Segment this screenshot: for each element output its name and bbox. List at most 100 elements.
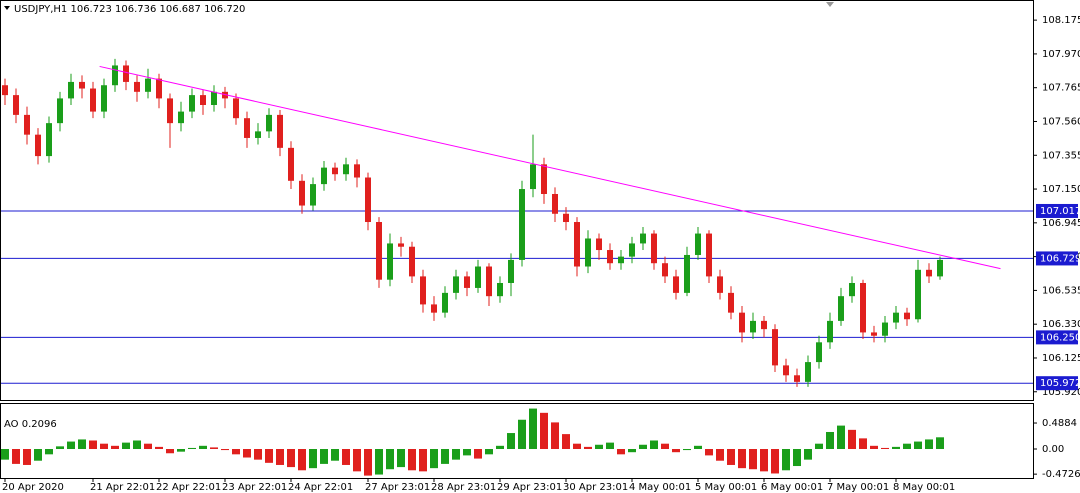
ao-bar: [782, 449, 790, 471]
ao-bar: [606, 442, 614, 450]
candle-body: [90, 88, 96, 112]
ao-bar: [617, 449, 625, 455]
candle-body: [596, 238, 602, 251]
candle-body: [123, 65, 129, 82]
ao-bar: [133, 440, 141, 450]
candle-body: [431, 304, 437, 313]
candle-body: [574, 222, 580, 267]
ao-bar: [595, 444, 603, 450]
ao-bar: [12, 449, 20, 464]
candle-body: [24, 114, 30, 135]
ao-bar: [430, 449, 438, 469]
candle-body: [717, 276, 723, 293]
y-tick-label: 106.125: [1042, 353, 1080, 364]
level-box: [1036, 330, 1078, 345]
level-box: [1036, 376, 1078, 391]
candle-body: [233, 98, 239, 119]
ao-bar: [199, 445, 207, 450]
ao-bar: [848, 429, 856, 450]
candle-body: [13, 95, 19, 115]
candle-body: [46, 123, 52, 157]
candle-body: [816, 342, 822, 363]
ao-bar: [760, 449, 768, 472]
candle-body: [728, 292, 734, 313]
ao-bar: [452, 449, 460, 460]
y-tick-label: 106.945: [1042, 218, 1080, 229]
ao-bar: [353, 449, 361, 472]
candle-body: [651, 233, 657, 264]
candle-body: [893, 312, 899, 323]
candle-body: [189, 95, 195, 112]
ao-bar: [683, 449, 691, 451]
ao-bar: [265, 449, 273, 463]
candle-body: [266, 114, 272, 132]
ao-bar: [474, 449, 482, 459]
candle-body: [486, 266, 492, 297]
candle-body: [244, 118, 250, 138]
ao-bar: [188, 447, 196, 450]
candle-body: [607, 250, 613, 264]
chart-title: USDJPY,H1 106.723 106.736 106.687 106.72…: [14, 4, 245, 15]
candle-body: [563, 213, 569, 223]
ao-bar: [243, 449, 251, 458]
candle-body: [805, 362, 811, 382]
candle-body: [343, 164, 349, 175]
ao-bar: [309, 449, 317, 469]
candle-body: [156, 78, 162, 99]
scroll-marker: [826, 2, 834, 7]
ao-bar: [397, 449, 405, 468]
ao-bar: [540, 412, 548, 450]
candle-body: [871, 332, 877, 336]
candle-body: [2, 85, 8, 96]
ao-bar: [441, 449, 449, 464]
ao-bar: [89, 440, 97, 450]
ao-bar: [705, 449, 713, 456]
y-tick-label: 108.175: [1042, 15, 1080, 26]
candle-body: [926, 269, 932, 277]
candle-body: [530, 164, 536, 190]
candle-body: [904, 312, 910, 320]
ao-bar: [639, 444, 647, 450]
x-tick-label: 23 Apr 22:01: [222, 482, 287, 493]
level-box: [1036, 251, 1078, 266]
candle-body: [178, 111, 184, 124]
ao-bar: [210, 447, 218, 450]
level-label: 107.017: [1040, 206, 1080, 217]
candle-body: [387, 243, 393, 280]
candle-body: [134, 81, 140, 92]
candle-body: [299, 180, 305, 206]
ao-bar: [661, 443, 669, 450]
candle-body: [552, 193, 558, 214]
candle-body: [827, 320, 833, 343]
candle-body: [222, 91, 228, 99]
ao-bar: [573, 443, 581, 450]
ao-bar: [903, 443, 911, 450]
level-label: 106.250: [1040, 332, 1080, 343]
x-tick-label: 4 May 00:01: [629, 482, 691, 493]
candle-body: [783, 365, 789, 376]
candle-body: [640, 233, 646, 244]
ao-bar: [672, 449, 680, 453]
ao-bar: [892, 446, 900, 450]
ao-bar: [562, 434, 570, 450]
candle-body: [673, 276, 679, 293]
ao-title: AO 0.2096: [4, 419, 57, 430]
candle-body: [706, 233, 712, 277]
ao-bar: [155, 446, 163, 450]
candle-body: [420, 276, 426, 305]
candle-body: [772, 329, 778, 366]
x-tick-label: 5 May 00:01: [695, 482, 757, 493]
ao-bar: [815, 443, 823, 450]
candle-body: [167, 98, 173, 124]
candle-body: [68, 81, 74, 99]
candle-body: [442, 292, 448, 313]
ao-bar: [518, 419, 526, 450]
candle-body: [310, 184, 316, 206]
ao-bar: [23, 449, 31, 465]
candle-body: [937, 259, 943, 277]
ao-bar: [221, 449, 229, 451]
x-tick-label: 20 Apr 2020: [2, 482, 64, 493]
ao-bar: [166, 449, 174, 454]
ao-bar: [496, 445, 504, 450]
ao-bar: [386, 449, 394, 470]
